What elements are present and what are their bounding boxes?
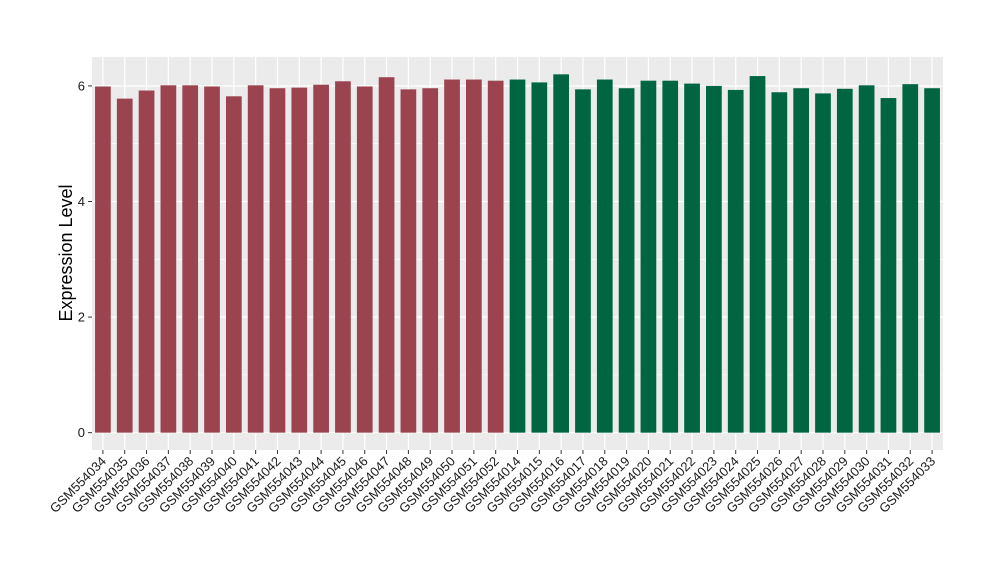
bar-GSM554026 (771, 92, 788, 433)
bar-GSM554044 (313, 84, 329, 433)
bar-GSM554050 (444, 79, 460, 433)
y-tick-label: 2 (78, 310, 85, 325)
bar-GSM554043 (291, 87, 308, 433)
bar-GSM554034 (95, 86, 111, 433)
y-axis-title: Expression Level (56, 184, 76, 321)
bar-GSM554042 (269, 88, 286, 433)
bar-GSM554016 (553, 74, 569, 433)
bar-GSM554027 (793, 88, 810, 433)
bar-GSM554033 (924, 88, 940, 433)
bar-GSM554028 (815, 93, 831, 433)
bar-GSM554017 (575, 89, 591, 433)
bar-GSM554015 (531, 82, 548, 433)
bar-GSM554052 (487, 80, 504, 433)
bar-GSM554021 (662, 80, 679, 433)
bar-GSM554036 (138, 90, 155, 433)
bar-GSM554019 (618, 88, 635, 433)
bar-GSM554048 (400, 89, 417, 433)
y-tick-label: 6 (78, 78, 85, 93)
bar-GSM554023 (706, 85, 722, 433)
bar-GSM554035 (116, 98, 133, 433)
bar-GSM554051 (466, 79, 482, 433)
bar-GSM554045 (335, 81, 351, 433)
bar-GSM554022 (684, 83, 700, 433)
bar-GSM554014 (509, 79, 526, 433)
bar-GSM554018 (596, 79, 613, 433)
bar-GSM554030 (858, 85, 875, 433)
bar-GSM554041 (247, 85, 264, 433)
y-tick-label: 4 (78, 194, 85, 209)
bar-GSM554038 (182, 85, 199, 433)
y-axis: 0 2 4 6 (78, 78, 92, 440)
bar-GSM554047 (378, 77, 395, 433)
bar-GSM554040 (225, 96, 242, 433)
bar-GSM554029 (836, 88, 853, 433)
bar-GSM554031 (880, 98, 897, 433)
bar-GSM554025 (749, 76, 766, 433)
bar-GSM554020 (640, 80, 657, 433)
bars (95, 74, 940, 433)
bar-GSM554032 (902, 84, 919, 433)
bar-GSM554037 (160, 85, 177, 433)
bar-GSM554024 (727, 89, 744, 433)
bar-GSM554046 (356, 86, 373, 433)
y-tick-label: 0 (78, 425, 85, 440)
x-axis: GSM554034GSM554035GSM554036GSM554037GSM5… (47, 450, 938, 516)
bar-GSM554049 (422, 88, 439, 433)
bar-GSM554039 (204, 86, 220, 433)
